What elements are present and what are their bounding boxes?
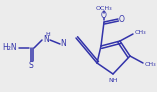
Text: N: N [43, 36, 49, 45]
Text: O: O [119, 15, 125, 23]
Text: S: S [29, 61, 33, 70]
Text: OCH₃: OCH₃ [96, 6, 112, 10]
Text: N: N [60, 39, 66, 48]
Text: H: H [46, 32, 50, 38]
Text: H₂N: H₂N [3, 44, 17, 53]
Text: O: O [101, 10, 107, 20]
Text: CH₃: CH₃ [134, 31, 146, 36]
Text: CH₃: CH₃ [144, 61, 156, 67]
Text: NH: NH [108, 77, 118, 83]
